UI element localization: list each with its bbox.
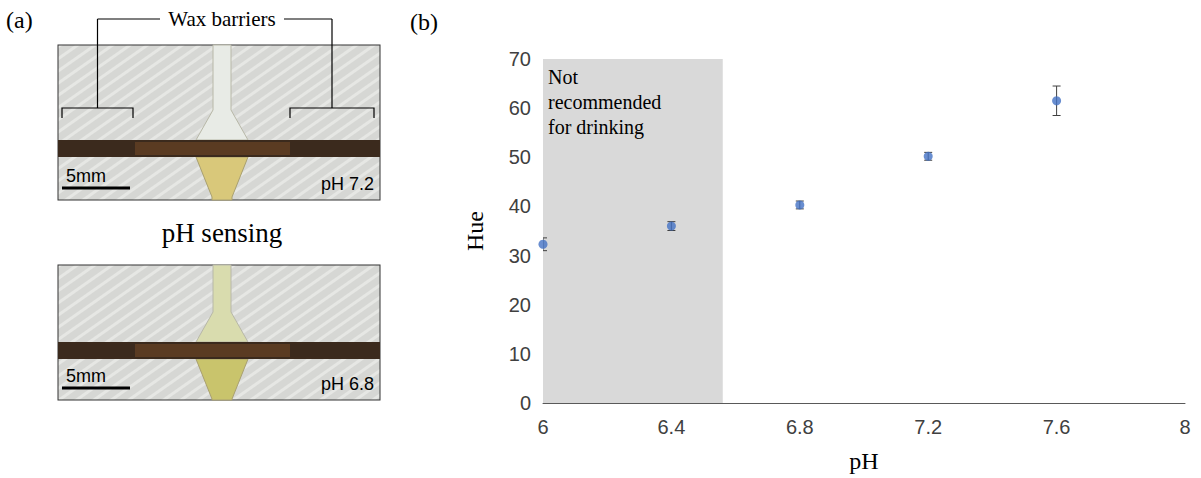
svg-text:10: 10: [509, 343, 531, 365]
svg-text:6.4: 6.4: [657, 416, 685, 438]
svg-text:Hue: Hue: [462, 211, 488, 251]
svg-text:6.8: 6.8: [786, 416, 814, 438]
svg-text:5mm: 5mm: [66, 366, 106, 386]
svg-text:60: 60: [509, 97, 531, 119]
svg-text:pH: pH: [849, 448, 878, 474]
svg-text:50: 50: [509, 146, 531, 168]
svg-text:(b): (b): [410, 9, 438, 35]
svg-text:Not: Not: [548, 66, 583, 88]
svg-text:pH 6.8: pH 6.8: [321, 374, 374, 394]
svg-text:for drinking: for drinking: [548, 116, 644, 139]
svg-text:40: 40: [509, 195, 531, 217]
svg-text:Wax barriers: Wax barriers: [168, 7, 275, 31]
svg-text:30: 30: [509, 245, 531, 267]
svg-text:pH sensing: pH sensing: [162, 218, 283, 248]
svg-text:recommended: recommended: [548, 91, 666, 113]
svg-text:20: 20: [509, 294, 531, 316]
svg-text:7.6: 7.6: [1043, 416, 1071, 438]
svg-text:0: 0: [520, 392, 531, 414]
svg-text:5mm: 5mm: [66, 166, 106, 186]
svg-text:pH 7.2: pH 7.2: [321, 174, 374, 194]
svg-text:(a): (a): [6, 7, 33, 33]
svg-text:8: 8: [1179, 416, 1190, 438]
svg-text:7.2: 7.2: [914, 416, 942, 438]
svg-text:6: 6: [537, 416, 548, 438]
svg-text:70: 70: [509, 48, 531, 70]
